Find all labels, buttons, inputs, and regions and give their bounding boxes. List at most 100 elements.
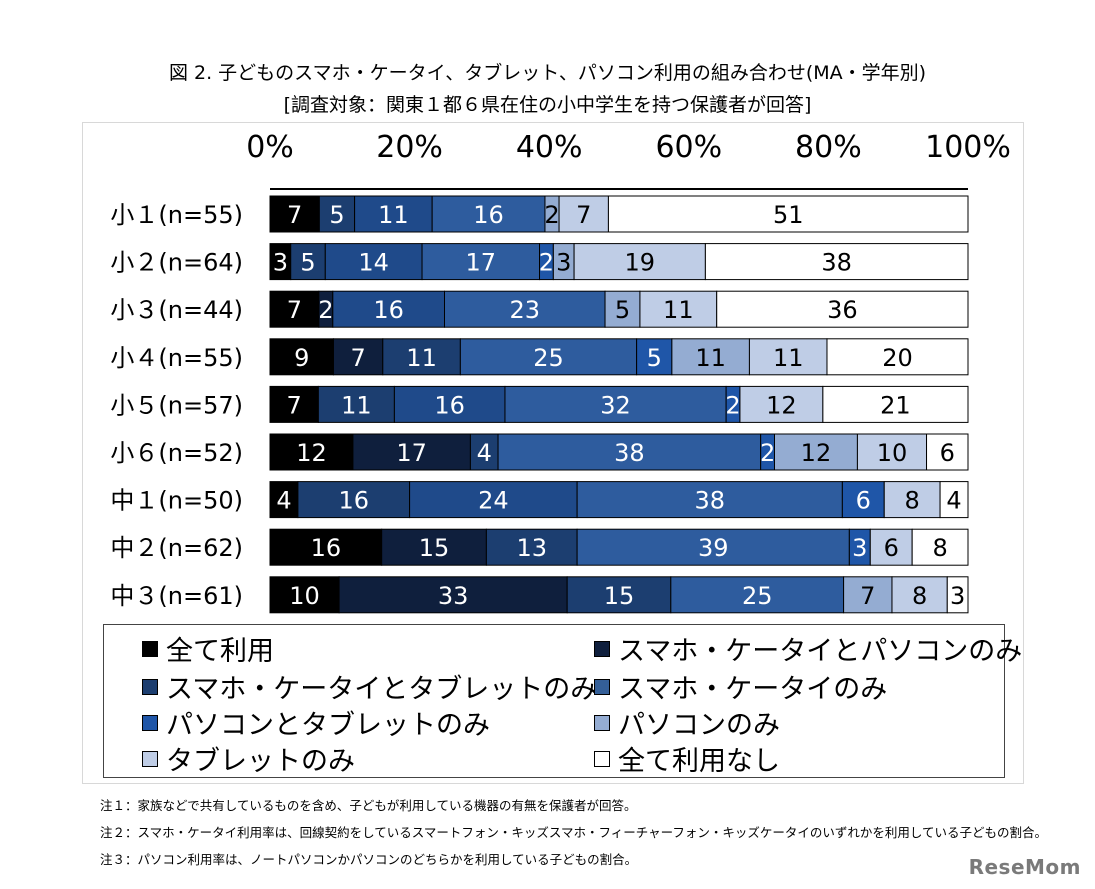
x-tick-label: 0% [246, 130, 294, 165]
legend-label: スマホ・ケータイのみ [618, 674, 888, 705]
category-label: 中１(n=50) [110, 487, 243, 515]
data-label: 51 [773, 201, 804, 229]
data-label: 3 [852, 534, 867, 562]
data-label: 17 [396, 439, 427, 467]
bar-segment [381, 528, 487, 566]
bar-segment [318, 195, 356, 233]
data-label: 7 [576, 201, 591, 229]
bar-segment [317, 385, 395, 423]
legend-item-none: 全て利用なし [594, 739, 780, 778]
note-3: 注３：パソコン利用率は、ノートパソコンかパソコンのどちらかを利用している子どもの… [100, 852, 638, 867]
data-label: 11 [378, 201, 409, 229]
data-label: 8 [912, 582, 927, 610]
bar-segment [269, 385, 319, 423]
data-label: 36 [827, 296, 858, 324]
data-label: 11 [406, 344, 437, 372]
legend-label: パソコンとタブレットのみ [166, 710, 490, 741]
data-label: 2 [760, 439, 775, 467]
data-label: 19 [624, 249, 655, 277]
resemom-logo: ReseMom [968, 855, 1081, 879]
note-1: 注１：家族などで共有しているものを含め、子どもが利用している機器の有無を保護者が… [100, 798, 637, 813]
bar-segment [354, 195, 433, 233]
data-label: 12 [801, 439, 832, 467]
x-tick-label: 60% [655, 130, 722, 165]
data-label: 16 [473, 201, 504, 229]
data-label: 3 [273, 249, 288, 277]
bar-segment [573, 243, 706, 281]
bar-segment [946, 576, 969, 614]
data-label: 6 [940, 439, 955, 467]
bar-segment [748, 338, 828, 376]
bar-segment [576, 528, 850, 566]
data-label: 9 [294, 344, 309, 372]
bar-segment [421, 243, 541, 281]
legend: 全て利用 スマホ・ケータイとパソコンのみ スマホ・ケータイとタブレットのみ スマ… [103, 624, 1022, 778]
legend-item-pc-tablet: パソコンとタブレットのみ [142, 703, 490, 742]
data-label: 23 [509, 296, 540, 324]
legend-item-pc-only: パソコンのみ [594, 703, 780, 742]
legend-item-phone-tablet: スマホ・ケータイとタブレットのみ [142, 667, 597, 706]
legend-swatch [142, 714, 158, 731]
data-label: 8 [932, 534, 947, 562]
bar-segment [269, 290, 320, 328]
data-label: 15 [604, 582, 635, 610]
data-label: 38 [694, 487, 725, 515]
category-label: 小５(n=57) [110, 391, 243, 419]
bar-segment [290, 243, 326, 281]
bar-segment [704, 243, 969, 281]
data-label: 5 [300, 249, 315, 277]
data-label: 11 [341, 391, 372, 419]
data-label: 7 [860, 582, 875, 610]
legend-swatch [594, 714, 610, 731]
bar-segment [504, 385, 727, 423]
data-label: 5 [615, 296, 630, 324]
chart-frame [82, 122, 1024, 784]
legend-label: 全て利用なし [618, 746, 780, 777]
category-label: 小２(n=64) [110, 249, 243, 277]
legend-label: タブレットのみ [166, 746, 355, 777]
legend-swatch [142, 640, 158, 657]
data-label: 39 [698, 534, 729, 562]
data-label: 2 [544, 201, 559, 229]
bar-segment [822, 385, 969, 423]
x-tick-label: 80% [795, 130, 862, 165]
bar-segment [883, 481, 941, 519]
bar-segment [869, 528, 913, 566]
data-label: 32 [600, 391, 631, 419]
bar-segment [269, 338, 334, 376]
bar-segment [911, 528, 969, 566]
bar-segment [843, 576, 893, 614]
data-label: 11 [663, 296, 694, 324]
data-label: 2 [318, 296, 333, 324]
chart-subtitle: [調査対象：関東１都６県在住の小中学生を持つ保護者が回答] [283, 94, 812, 116]
data-label: 6 [884, 534, 899, 562]
data-label: 3 [556, 249, 571, 277]
category-label: 中２(n=62) [110, 534, 243, 562]
category-label: 小６(n=52) [110, 439, 243, 467]
bar-segment [670, 576, 845, 614]
data-label: 4 [946, 487, 961, 515]
data-label: 2 [539, 249, 554, 277]
legend-label: 全て利用 [166, 636, 274, 667]
data-label: 16 [311, 534, 342, 562]
data-label: 38 [614, 439, 645, 467]
bar-segment [393, 385, 506, 423]
data-label: 17 [466, 249, 497, 277]
data-label: 16 [338, 487, 369, 515]
data-label: 38 [821, 249, 852, 277]
data-label: 33 [438, 582, 469, 610]
legend-label: スマホ・ケータイとタブレットのみ [166, 674, 598, 705]
data-label: 8 [905, 487, 920, 515]
bar-segment [576, 481, 843, 519]
data-label: 7 [287, 296, 302, 324]
bar-segment [459, 338, 638, 376]
category-label: 小４(n=55) [110, 344, 243, 372]
data-label: 5 [329, 201, 344, 229]
data-label: 12 [296, 439, 327, 467]
data-label: 14 [358, 249, 389, 277]
data-label: 21 [880, 391, 911, 419]
bar-segment [716, 290, 969, 328]
legend-swatch [594, 678, 610, 695]
category-label: 小１(n=55) [110, 201, 243, 229]
